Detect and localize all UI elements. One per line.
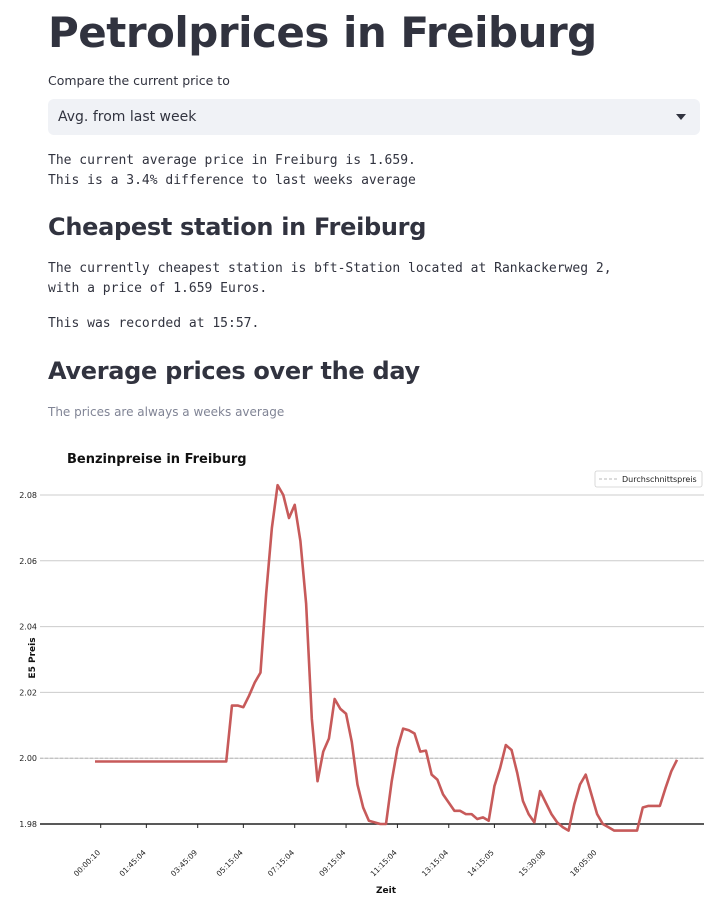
x-tick-label: 18:05:00 [568,848,598,878]
y-tick-label: 2.08 [19,491,37,500]
legend-box [594,470,703,488]
page-title: Petrolprices in Freiburg [48,8,597,57]
x-tick-label: 13:15:04 [420,848,450,878]
x-tick-label: 01:45:04 [118,848,148,878]
y-tick-label: 1.98 [19,820,37,829]
price-chart: Benzinpreise in Freiburg 1.98 2.00 2.02 2.04… [19,452,704,896]
x-tick-label: 15:30:08 [517,848,547,878]
compare-select[interactable]: Avg. from last week [48,99,700,135]
x-tick-label: 05:15:04 [215,848,245,878]
y-axis-label: E5 Preis [28,637,38,678]
cheapest-line-2: with a price of 1.659 Euros. [48,281,268,296]
compare-select-value: Avg. from last week [58,109,197,125]
compare-label: Compare the current price to [48,73,230,88]
average-heading: Average prices over the day [48,357,420,385]
y-tick-label: 2.00 [19,754,37,763]
y-tick-label: 2.02 [19,688,37,697]
price-line [95,483,679,832]
current-price-text: The current average price in Freiburg is… [48,153,416,168]
y-tick-label: 2.06 [19,557,37,566]
chart-title: Benzinpreise in Freiburg [67,452,247,467]
x-tick-label: 00:00:10 [72,848,102,878]
x-tick-label: 14:15:05 [466,848,496,878]
x-tick-label: 09:15:04 [317,848,347,878]
difference-text: This is a 3.4% difference to last weeks … [48,173,416,188]
cheapest-line-1: The currently cheapest station is bft-St… [48,261,612,276]
average-caption: The prices are always a weeks average [48,405,285,419]
y-tick-label: 2.04 [19,623,37,632]
x-tick-label: 03:45:09 [169,848,199,878]
legend-label: Durchschnittspreis [622,475,697,484]
recorded-time: This was recorded at 15:57. [48,316,260,331]
chevron-down-icon[interactable] [676,114,686,120]
x-axis-label: Zeit [376,886,397,896]
cheapest-heading: Cheapest station in Freiburg [48,213,427,241]
x-tick-label: 11:15:04 [369,848,399,878]
x-tick-label: 07:15:04 [266,848,296,878]
